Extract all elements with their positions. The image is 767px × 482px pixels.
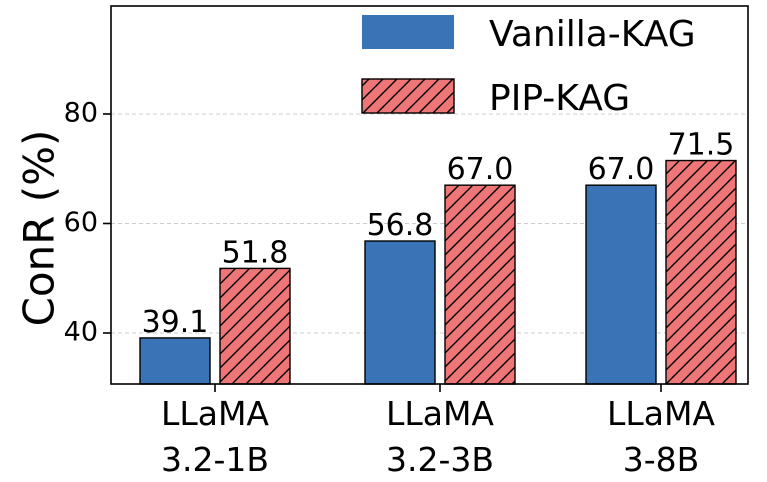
bars [139, 159, 737, 385]
bar-pip-kag [444, 184, 516, 385]
y-tick-label: 80 [64, 98, 98, 129]
value-label-pip-kag: 51.8 [222, 235, 289, 270]
legend-label-pip-kag: PIP-KAG [489, 78, 630, 119]
legend: Vanilla-KAG PIP-KAG [361, 14, 696, 119]
value-label-vanilla-kag: 67.0 [588, 152, 655, 187]
value-label-pip-kag: 71.5 [668, 128, 735, 163]
y-axis-ticks: 40 60 80 [64, 98, 111, 348]
bar-pip-kag [665, 159, 737, 385]
value-label-vanilla-kag: 56.8 [367, 208, 434, 243]
x-category-label-line2: 3-8B [623, 440, 700, 479]
y-tick-label: 60 [64, 207, 98, 238]
legend-swatch-pip-kag [361, 78, 455, 114]
bar-vanilla-kag [585, 184, 657, 385]
value-label-pip-kag: 67.0 [447, 152, 514, 187]
x-category-label-line1: LLaMA [161, 394, 269, 433]
legend-swatch-vanilla-kag [362, 15, 454, 49]
bar-vanilla-kag [364, 240, 436, 385]
legend-label-vanilla-kag: Vanilla-KAG [489, 14, 696, 55]
value-labels: 39.1 56.8 67.0 51.8 67.0 71.5 [142, 128, 735, 340]
bar-pip-kag [219, 267, 291, 385]
y-tick-label: 40 [64, 317, 98, 348]
plot-frame [110, 5, 749, 385]
x-category-label-line1: LLaMA [386, 394, 494, 433]
x-category-label-line1: LLaMA [607, 394, 715, 433]
x-axis-categories: LLaMA 3.2-1B LLaMA 3.2-3B LLaMA 3-8B [161, 384, 715, 479]
y-axis-label: ConR (%) [15, 130, 64, 327]
bar-vanilla-kag [139, 337, 211, 385]
value-label-vanilla-kag: 39.1 [142, 305, 209, 340]
x-category-label-line2: 3.2-1B [161, 440, 269, 479]
x-category-label-line2: 3.2-3B [386, 440, 494, 479]
